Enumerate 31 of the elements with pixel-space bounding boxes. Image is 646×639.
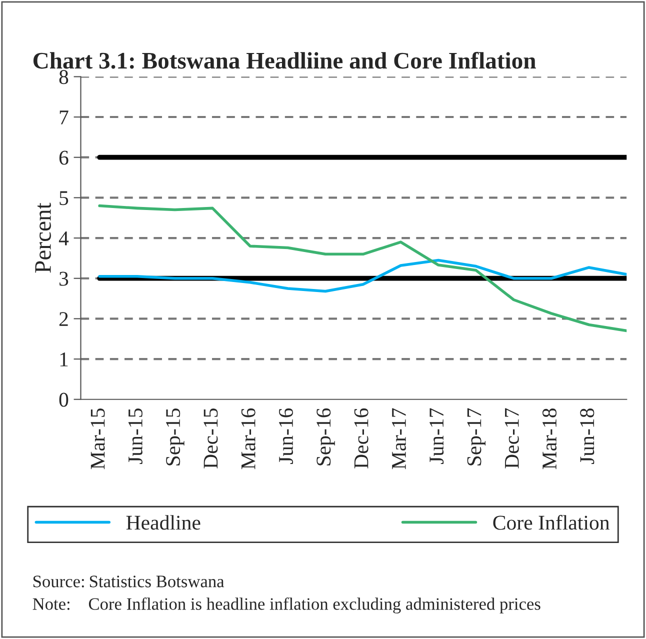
- chart-title: Chart 3.1: Botswana Headliine and Core Inflation: [33, 52, 536, 69]
- y-tick-label: 0: [59, 392, 68, 407]
- legend-label: Headline: [126, 515, 200, 530]
- x-tick-label: Jun-18: [580, 408, 594, 464]
- line-series: [98, 204, 627, 332]
- x-tick-label: Mar-15: [90, 408, 105, 470]
- x-tick-label: Sep-17: [467, 408, 486, 466]
- y-axis-title: Percent: [35, 202, 51, 273]
- y-tick-label: 1: [60, 352, 68, 366]
- line-series: [98, 258, 627, 293]
- x-tick-label: Mar-18: [542, 408, 557, 470]
- x-tick-label: Dec-16: [354, 408, 368, 468]
- legend-label: Core Inflation: [493, 514, 610, 530]
- x-tick-label: Jun-16: [279, 408, 294, 464]
- x-tick-label: Jun-17: [430, 408, 444, 464]
- y-tick-label: 2: [59, 312, 68, 326]
- x-tick-label: Dec-15: [204, 408, 218, 468]
- y-tick-label: 5: [60, 191, 68, 206]
- x-tick-label: Dec-17: [504, 408, 519, 468]
- x-tick-label: Sep-16: [316, 408, 335, 466]
- text: Note: Core Inflation is headline inflation excluding administered prices: [32, 597, 540, 614]
- y-tick-label: 3: [60, 272, 68, 286]
- source-note: Source: Statistics Botswana: [33, 576, 224, 588]
- x-tick-label: Mar-16: [241, 408, 256, 470]
- x-tick-label: Jun-15: [128, 408, 142, 464]
- x-tick-label: Mar-17: [392, 408, 406, 470]
- y-tick-label: 6: [59, 150, 68, 165]
- x-tick-label: Sep-15: [166, 408, 184, 466]
- y-tick-label: 7: [60, 110, 68, 124]
- y-tick-label: 8: [59, 70, 68, 84]
- y-tick-label: 4: [58, 232, 69, 246]
